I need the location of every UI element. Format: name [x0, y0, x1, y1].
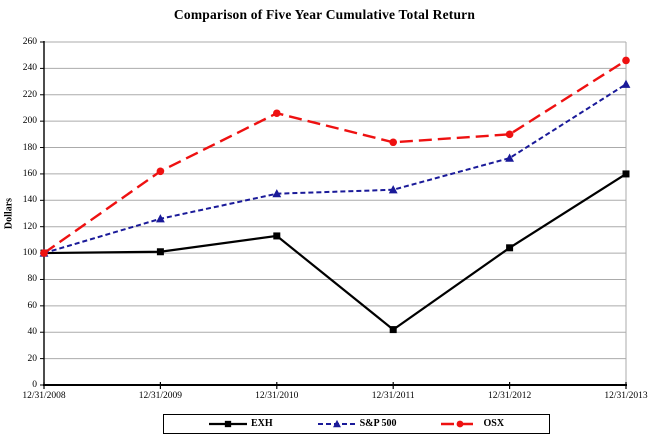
series-marker-square	[224, 420, 232, 428]
series-marker-square	[622, 170, 630, 178]
series-marker-circle	[622, 56, 630, 65]
series-marker-circle	[156, 167, 165, 176]
series-marker-triangle	[332, 419, 341, 428]
legend-label: EXH	[250, 418, 273, 429]
series-marker-circle	[273, 109, 281, 118]
series-marker-square	[506, 244, 514, 252]
chart-title: Comparison of Five Year Cumulative Total…	[173, 7, 476, 22]
series-marker-circle	[505, 130, 514, 139]
series-line-exh	[43, 172, 627, 331]
series-marker-circle	[457, 420, 464, 428]
y-tick-label: 220	[22, 89, 37, 100]
y-tick-label: 60	[27, 300, 38, 311]
y-tick-label: 140	[22, 195, 37, 206]
x-tick-label: 12/31/2008	[22, 391, 66, 401]
legend-line-icon	[441, 420, 480, 428]
series-line-osx	[43, 59, 627, 255]
y-tick-label: 40	[27, 327, 38, 338]
series-marker-triangle	[156, 214, 165, 223]
legend-line-icon	[317, 419, 356, 428]
legend: EXH S&P 500 OSX	[163, 414, 550, 434]
series-marker-circle	[389, 138, 398, 147]
legend-item-exh: EXH	[208, 418, 273, 430]
series-marker-triangle	[621, 79, 631, 88]
y-tick-label: 240	[22, 63, 37, 74]
legend-item-osx: OSX	[441, 418, 504, 430]
x-tick-label: 12/31/2013	[604, 391, 648, 401]
y-tick-label: 20	[27, 353, 38, 364]
x-tick-label: 12/31/2012	[487, 391, 532, 401]
y-tick-label: 0	[32, 380, 37, 390]
x-tick-label: 12/31/2009	[138, 391, 183, 401]
y-tick-label: 160	[22, 168, 37, 179]
y-tick-label: 120	[22, 221, 37, 232]
series-marker-triangle	[388, 185, 398, 194]
x-tick-label: 12/31/2010	[255, 391, 299, 401]
y-tick-label: 100	[22, 248, 37, 259]
legend-item-s-p-500: S&P 500	[317, 418, 397, 430]
x-tick-label: 12/31/2011	[371, 391, 415, 401]
series-marker-triangle	[272, 189, 282, 198]
y-tick-label: 80	[27, 274, 38, 285]
legend-line-icon	[208, 420, 247, 428]
series-marker-square	[156, 248, 164, 256]
series-marker-square	[273, 232, 281, 240]
series-marker-square	[389, 326, 397, 334]
y-tick-label: 260	[22, 37, 37, 47]
series-marker-triangle	[505, 153, 514, 162]
series-line-s-p-500	[43, 83, 627, 255]
y-tick-label: 180	[22, 142, 37, 153]
series-marker-circle	[40, 249, 48, 257]
y-tick-label: 200	[22, 116, 37, 127]
legend-label: S&P 500	[359, 418, 397, 429]
legend-label: OSX	[483, 418, 505, 429]
